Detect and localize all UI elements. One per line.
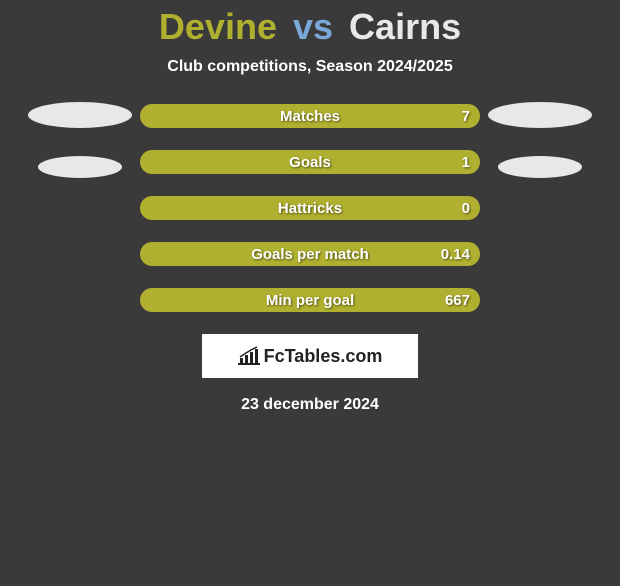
ellipse-decor: [38, 156, 122, 178]
stat-value-right: 1: [462, 154, 470, 171]
left-ellipse-col: [20, 104, 140, 312]
vs-text: vs: [293, 6, 333, 47]
stat-bar: Hattricks 0: [140, 196, 480, 220]
stat-bar: Matches 7: [140, 104, 480, 128]
stat-value-right: 667: [445, 292, 470, 309]
stat-label: Matches: [280, 108, 340, 125]
chart-icon: [238, 346, 260, 366]
brand-text: FcTables.com: [264, 346, 383, 367]
stat-bar: Min per goal 667: [140, 288, 480, 312]
stat-value-right: 0.14: [441, 246, 470, 263]
ellipse-decor: [498, 156, 582, 178]
player2-name: Cairns: [349, 6, 461, 47]
stats-container: Matches 7 Goals 1 Hattricks 0 Goals per match 0…: [0, 104, 620, 312]
stat-value-right: 0: [462, 200, 470, 217]
stat-label: Min per goal: [266, 292, 354, 309]
player1-name: Devine: [159, 6, 277, 47]
ellipse-decor: [28, 102, 132, 128]
stat-bar: Goals 1: [140, 150, 480, 174]
stat-label: Hattricks: [278, 200, 342, 217]
stat-label: Goals: [289, 154, 331, 171]
right-ellipse-col: [480, 104, 600, 312]
stat-bar: Goals per match 0.14: [140, 242, 480, 266]
date-text: 23 december 2024: [0, 396, 620, 414]
ellipse-decor: [488, 102, 592, 128]
brand-badge: FcTables.com: [202, 334, 418, 378]
stat-label: Goals per match: [251, 246, 369, 263]
stats-bars: Matches 7 Goals 1 Hattricks 0 Goals per match 0…: [140, 104, 480, 312]
subtitle: Club competitions, Season 2024/2025: [0, 58, 620, 76]
stat-value-right: 7: [462, 108, 470, 125]
page-title: Devine vs Cairns: [0, 6, 620, 48]
